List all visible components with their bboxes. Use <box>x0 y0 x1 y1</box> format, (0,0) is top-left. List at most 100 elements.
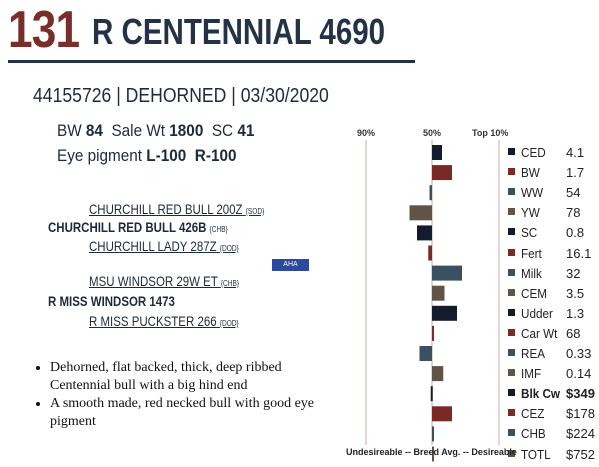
epd-bar-udder <box>432 305 457 321</box>
epd-bar-fert <box>428 245 432 261</box>
epd-trait-value: $349 <box>566 386 595 402</box>
epd-trait-value: $178 <box>566 406 595 422</box>
epd-trait-value: 4.1 <box>566 145 585 160</box>
description-bullet: Dehorned, flat backed, thick, deep ribbe… <box>50 359 330 395</box>
epd-trait-name: BW <box>521 165 540 181</box>
legend-swatch <box>508 349 515 356</box>
description-bullet: A smooth made, red necked bull with good… <box>50 395 330 431</box>
legend-swatch <box>508 188 515 196</box>
epd-trait-value: 32 <box>566 265 581 281</box>
legend-swatch <box>508 449 515 457</box>
pedigree-name: R MISS WINDSOR 1473 <box>48 293 175 309</box>
legend-swatch <box>508 228 515 236</box>
legend-swatch <box>508 168 515 176</box>
epd-trait-name: Blk Cw <box>521 386 561 402</box>
animal-name: R CENTENNIAL 4690 <box>92 11 386 52</box>
pedigree-tag: {SOD} <box>245 207 265 216</box>
epd-trait-name: CEZ <box>521 406 545 422</box>
epd-trait-name: CED <box>521 145 546 160</box>
pedigree-tag: {CHB} <box>220 279 240 288</box>
pedigree-name: CHURCHILL RED BULL 200Z <box>89 201 243 217</box>
epd-trait-name: Milk <box>521 265 542 281</box>
epd-trait-value: 1.3 <box>566 305 585 321</box>
percentile-label-90: 90% <box>357 128 376 138</box>
legend-swatch <box>508 328 515 336</box>
epd-trait-name: Udder <box>521 305 553 321</box>
pedigree-tag: {DOD} <box>219 319 239 328</box>
sale-weight-value: 1800 <box>169 121 204 140</box>
epd-trait-name: REA <box>521 346 546 361</box>
legend-swatch <box>508 308 515 316</box>
epd-bar-bw <box>432 165 452 181</box>
epd-trait-value: 16.1 <box>566 245 592 261</box>
performance-stats: BW 84 Sale Wt 1800 SC 41 <box>57 121 254 141</box>
epd-bar-imf <box>432 366 444 382</box>
epd-bar-ww <box>429 185 432 201</box>
epd-trait-value: 68 <box>566 325 581 341</box>
legend-swatch <box>508 268 515 276</box>
epd-bar-totl <box>432 446 434 462</box>
epd-bar-cez <box>432 406 452 422</box>
pedigree-tag: {DOD} <box>219 244 239 253</box>
epd-bar-sc <box>417 225 432 241</box>
epd-trait-name: SC <box>521 225 538 241</box>
epd-trait-name: Fert <box>521 245 542 261</box>
epd-trait-value: 1.7 <box>566 165 585 181</box>
legend-swatch <box>508 288 515 296</box>
epd-trait-name: WW <box>521 185 544 201</box>
bw-value: 84 <box>85 121 103 140</box>
pedigree-name: CHURCHILL LADY 287Z <box>89 238 217 254</box>
epd-trait-name: Car Wt <box>521 325 558 341</box>
bw-label: BW <box>57 121 82 140</box>
percentile-label-top10: Top 10% <box>472 128 509 138</box>
axis-caption: Undesireable -- Breed Avg. -- Desireable <box>346 447 517 457</box>
epd-bar-chb <box>432 426 434 442</box>
eye-pigment-left: L-100 <box>146 146 187 165</box>
epd-trait-name: TOTL <box>521 446 551 462</box>
sc-value: 41 <box>237 121 255 140</box>
epd-trait-value: $224 <box>566 426 595 442</box>
eye-pigment: Eye pigment L-100 R-100 <box>57 146 236 166</box>
description: Dehorned, flat backed, thick, deep ribbe… <box>30 359 330 431</box>
epd-trait-value: 3.5 <box>566 285 585 301</box>
pedigree-name: MSU WINDSOR 29W ET <box>89 273 218 289</box>
epd-trait-value: 78 <box>566 205 581 221</box>
legend-swatch <box>508 389 515 397</box>
pedigree-dam-sire: MSU WINDSOR 29W ET {CHB} <box>89 273 239 289</box>
legend-swatch <box>508 208 515 216</box>
pedigree-name: R MISS PUCKSTER 266 <box>89 313 217 329</box>
lot-number: 131 <box>8 1 80 59</box>
legend-swatch <box>508 148 515 155</box>
pedigree-dam-dam: R MISS PUCKSTER 266 {DOD} <box>89 313 239 329</box>
epd-trait-name: CEM <box>521 285 548 301</box>
epd-bar-car-wt <box>432 325 434 341</box>
epd-trait-name: IMF <box>521 366 542 382</box>
sc-label: SC <box>211 121 234 140</box>
epd-trait-value: 54 <box>566 185 581 201</box>
legend-swatch <box>508 429 515 437</box>
pedigree-sire: CHURCHILL RED BULL 426B {CHB} <box>48 219 228 235</box>
percentile-label-50: 50% <box>423 128 442 138</box>
epd-trait-value: 0.8 <box>566 225 585 241</box>
sale-weight-label: Sale Wt <box>111 121 166 140</box>
legend-swatch <box>508 409 515 417</box>
pedigree-tag: {CHB} <box>209 225 228 234</box>
epd-trait-name: CHB <box>521 426 546 442</box>
epd-trait-value: $752 <box>566 446 595 462</box>
registration-line: 44155726 | DEHORNED | 03/30/2020 <box>33 85 329 107</box>
eye-pigment-right: R-100 <box>194 146 237 165</box>
legend-swatch <box>508 248 515 256</box>
association-logo: AHA <box>272 259 309 271</box>
epd-bar-cem <box>432 285 445 301</box>
epd-bar-blk-cw <box>430 386 433 402</box>
eye-pigment-label: Eye pigment <box>57 146 143 165</box>
epd-bar-ced <box>432 145 442 160</box>
epd-trait-value: 0.14 <box>566 366 592 382</box>
pedigree-name: CHURCHILL RED BULL 426B <box>48 219 207 235</box>
pedigree-sire-sire: CHURCHILL RED BULL 200Z {SOD} <box>89 201 264 217</box>
legend-swatch <box>508 369 515 377</box>
pedigree-dam: R MISS WINDSOR 1473 <box>48 293 175 309</box>
pedigree-sire-dam: CHURCHILL LADY 287Z {DOD} <box>89 238 239 254</box>
epd-bar-milk <box>432 265 462 281</box>
